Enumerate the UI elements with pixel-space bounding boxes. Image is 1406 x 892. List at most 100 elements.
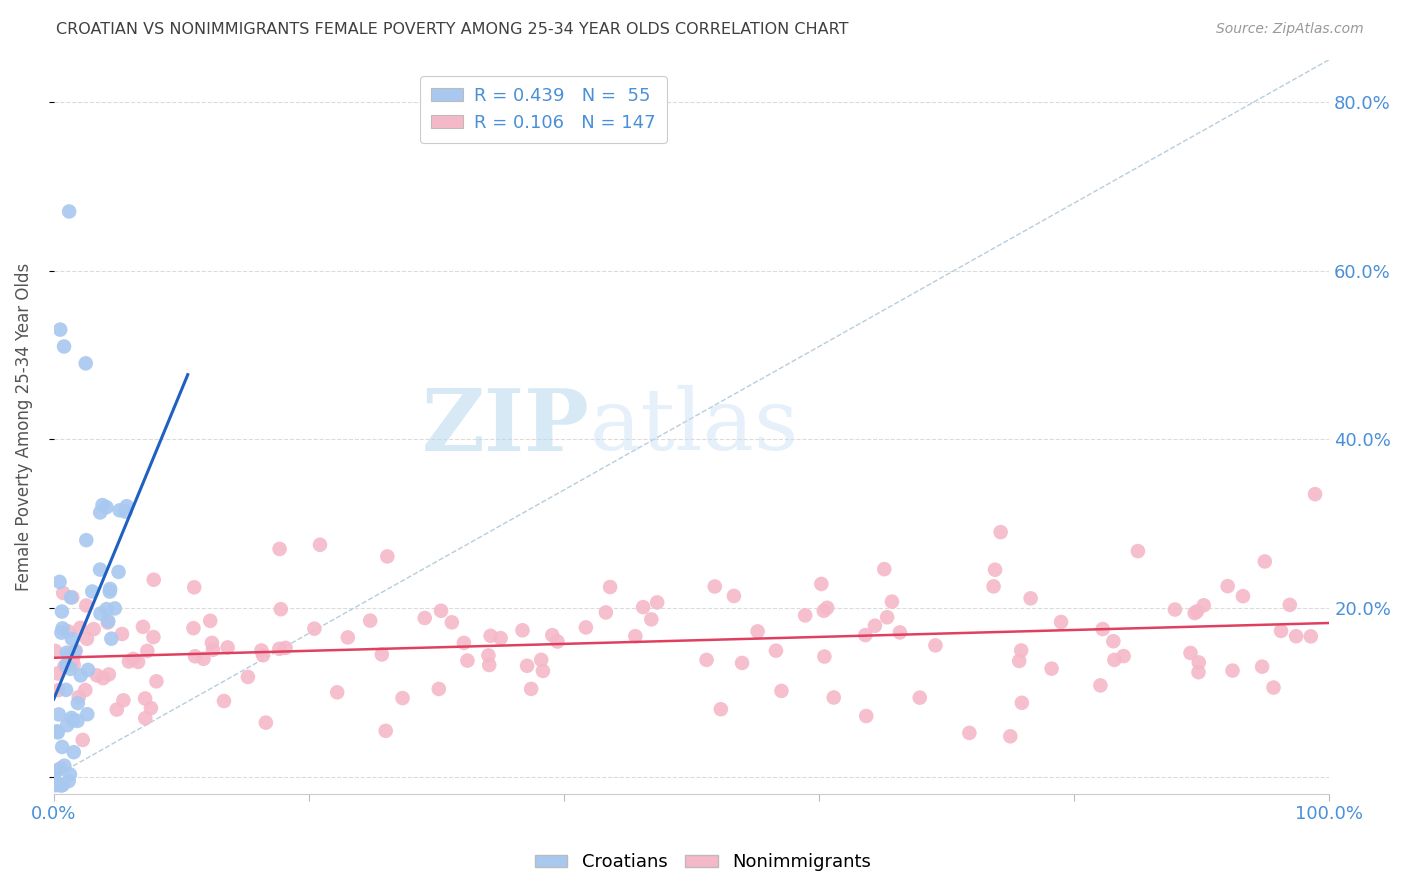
Point: [269, 641, 291, 656]
Point: [1019, 591, 1042, 606]
Point: [183, 580, 205, 594]
Point: [55, 682, 77, 697]
Point: [889, 625, 911, 640]
Point: [326, 685, 349, 699]
Point: [115, 500, 138, 514]
Point: [990, 525, 1012, 540]
Point: [880, 594, 903, 608]
Point: [107, 565, 129, 579]
Point: [640, 612, 662, 626]
Point: [46, 724, 69, 739]
Point: [142, 630, 165, 644]
Point: [66, 696, 89, 710]
Point: [53, 339, 76, 353]
Point: [46, 763, 69, 777]
Point: [520, 681, 543, 696]
Point: [1232, 589, 1254, 603]
Point: [44, 767, 66, 781]
Point: [48, 778, 70, 792]
Point: [200, 614, 222, 628]
Point: [55, 646, 77, 660]
Point: [710, 702, 733, 716]
Point: [1008, 654, 1031, 668]
Text: Source: ZipAtlas.com: Source: ZipAtlas.com: [1216, 22, 1364, 37]
Point: [1126, 544, 1149, 558]
Point: [212, 694, 235, 708]
Point: [815, 600, 838, 615]
Point: [1091, 622, 1114, 636]
Point: [53, 758, 76, 772]
Point: [49, 761, 72, 775]
Point: [51, 778, 73, 792]
Point: [132, 620, 155, 634]
Point: [98, 584, 121, 599]
Point: [89, 505, 111, 519]
Point: [201, 642, 224, 657]
Point: [983, 579, 1005, 593]
Point: [72, 733, 94, 747]
Point: [145, 674, 167, 689]
Text: CROATIAN VS NONIMMIGRANTS FEMALE POVERTY AMONG 25-34 YEAR OLDS CORRELATION CHART: CROATIAN VS NONIMMIGRANTS FEMALE POVERTY…: [56, 22, 849, 37]
Point: [269, 541, 291, 556]
Point: [516, 658, 538, 673]
Point: [114, 505, 136, 519]
Point: [645, 595, 668, 609]
Point: [1102, 634, 1125, 648]
Point: [60, 649, 83, 664]
Point: [304, 622, 326, 636]
Text: atlas: atlas: [589, 385, 799, 468]
Point: [254, 715, 277, 730]
Point: [91, 671, 114, 685]
Point: [371, 648, 394, 662]
Point: [75, 599, 97, 613]
Point: [86, 668, 108, 682]
Point: [62, 714, 84, 728]
Point: [359, 614, 381, 628]
Point: [100, 632, 122, 646]
Point: [595, 606, 617, 620]
Point: [813, 649, 835, 664]
Point: [631, 600, 654, 615]
Point: [51, 739, 73, 754]
Point: [1090, 678, 1112, 692]
Point: [531, 664, 554, 678]
Point: [58, 774, 80, 789]
Point: [108, 503, 131, 517]
Point: [908, 690, 931, 705]
Point: [75, 683, 97, 698]
Point: [55, 658, 77, 673]
Point: [575, 620, 598, 634]
Point: [62, 657, 84, 672]
Point: [413, 611, 436, 625]
Point: [105, 702, 128, 716]
Point: [1222, 664, 1244, 678]
Point: [1187, 665, 1209, 680]
Point: [77, 663, 100, 677]
Point: [76, 707, 98, 722]
Point: [62, 652, 84, 666]
Point: [69, 668, 91, 682]
Point: [118, 655, 141, 669]
Point: [427, 681, 450, 696]
Point: [1192, 599, 1215, 613]
Point: [48, 574, 70, 589]
Point: [823, 690, 845, 705]
Point: [46, 725, 69, 739]
Point: [876, 610, 898, 624]
Point: [122, 652, 145, 666]
Point: [83, 622, 105, 636]
Point: [873, 562, 896, 576]
Point: [97, 615, 120, 630]
Point: [65, 643, 87, 657]
Point: [794, 608, 817, 623]
Point: [58, 624, 80, 639]
Point: [1040, 662, 1063, 676]
Point: [46, 666, 69, 681]
Point: [134, 711, 156, 725]
Point: [136, 644, 159, 658]
Point: [44, 644, 66, 658]
Point: [52, 621, 75, 635]
Point: [1188, 656, 1211, 670]
Point: [96, 602, 118, 616]
Point: [1164, 602, 1187, 616]
